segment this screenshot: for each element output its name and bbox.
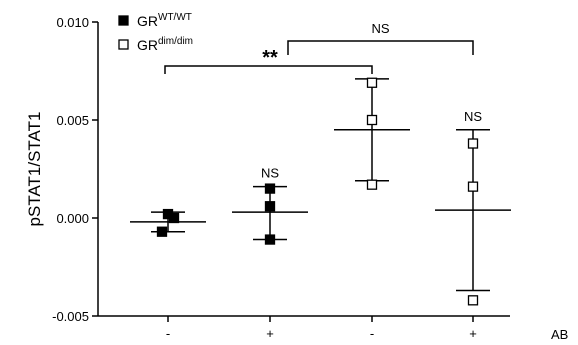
data-point-open <box>366 179 378 190</box>
x-axis-extra-label: AB <box>551 327 568 342</box>
significance-brackets: ** NS NS NS <box>164 21 482 181</box>
data-point-filled <box>168 212 180 224</box>
y-tick-label: 0.005 <box>56 113 89 128</box>
ns-label: NS <box>464 109 482 124</box>
data-point-filled <box>264 234 276 245</box>
data-group <box>232 183 308 245</box>
data-point-filled <box>156 226 168 237</box>
legend-entry-superscript: dim/dim <box>158 36 193 47</box>
significance-label: NS <box>371 21 389 36</box>
legend-marker-filled-square <box>118 15 129 26</box>
significance-label: ** <box>262 47 278 69</box>
axes: 0.010 0.005 0.000 -0.005 pSTAT1/STAT1 - + - + AB <box>25 15 568 342</box>
legend-entry-base: GR <box>137 13 158 29</box>
x-tick-label: + <box>266 326 274 341</box>
data-point-filled <box>264 183 276 194</box>
y-tick-label: -0.005 <box>52 309 89 324</box>
x-tick-label: - <box>166 326 170 341</box>
data-point-filled <box>264 201 276 212</box>
data-group <box>130 208 206 237</box>
legend-entry-superscript: WT/WT <box>158 12 192 23</box>
data-point-open <box>467 138 479 149</box>
data-point-open <box>467 181 479 192</box>
y-tick-label: 0.010 <box>56 15 89 30</box>
legend-marker-open-square <box>118 39 129 50</box>
data-point-open <box>467 295 479 306</box>
data-group <box>435 129 511 306</box>
legend-entry-base: GR <box>137 37 158 53</box>
legend-entry: GRWT/WT <box>137 12 192 29</box>
data-group <box>334 77 410 190</box>
y-tick-label: 0.000 <box>56 211 89 226</box>
data-point-open <box>366 77 378 88</box>
significance-bracket <box>164 65 373 74</box>
y-axis-title: pSTAT1/STAT1 <box>25 112 44 227</box>
x-tick-label: - <box>370 326 374 341</box>
x-tick-label: + <box>469 326 477 341</box>
ns-label: NS <box>261 166 279 181</box>
significance-bracket <box>287 40 474 55</box>
data-groups <box>130 77 511 306</box>
legend-entry: GRdim/dim <box>137 36 193 53</box>
data-point-open <box>366 114 378 126</box>
